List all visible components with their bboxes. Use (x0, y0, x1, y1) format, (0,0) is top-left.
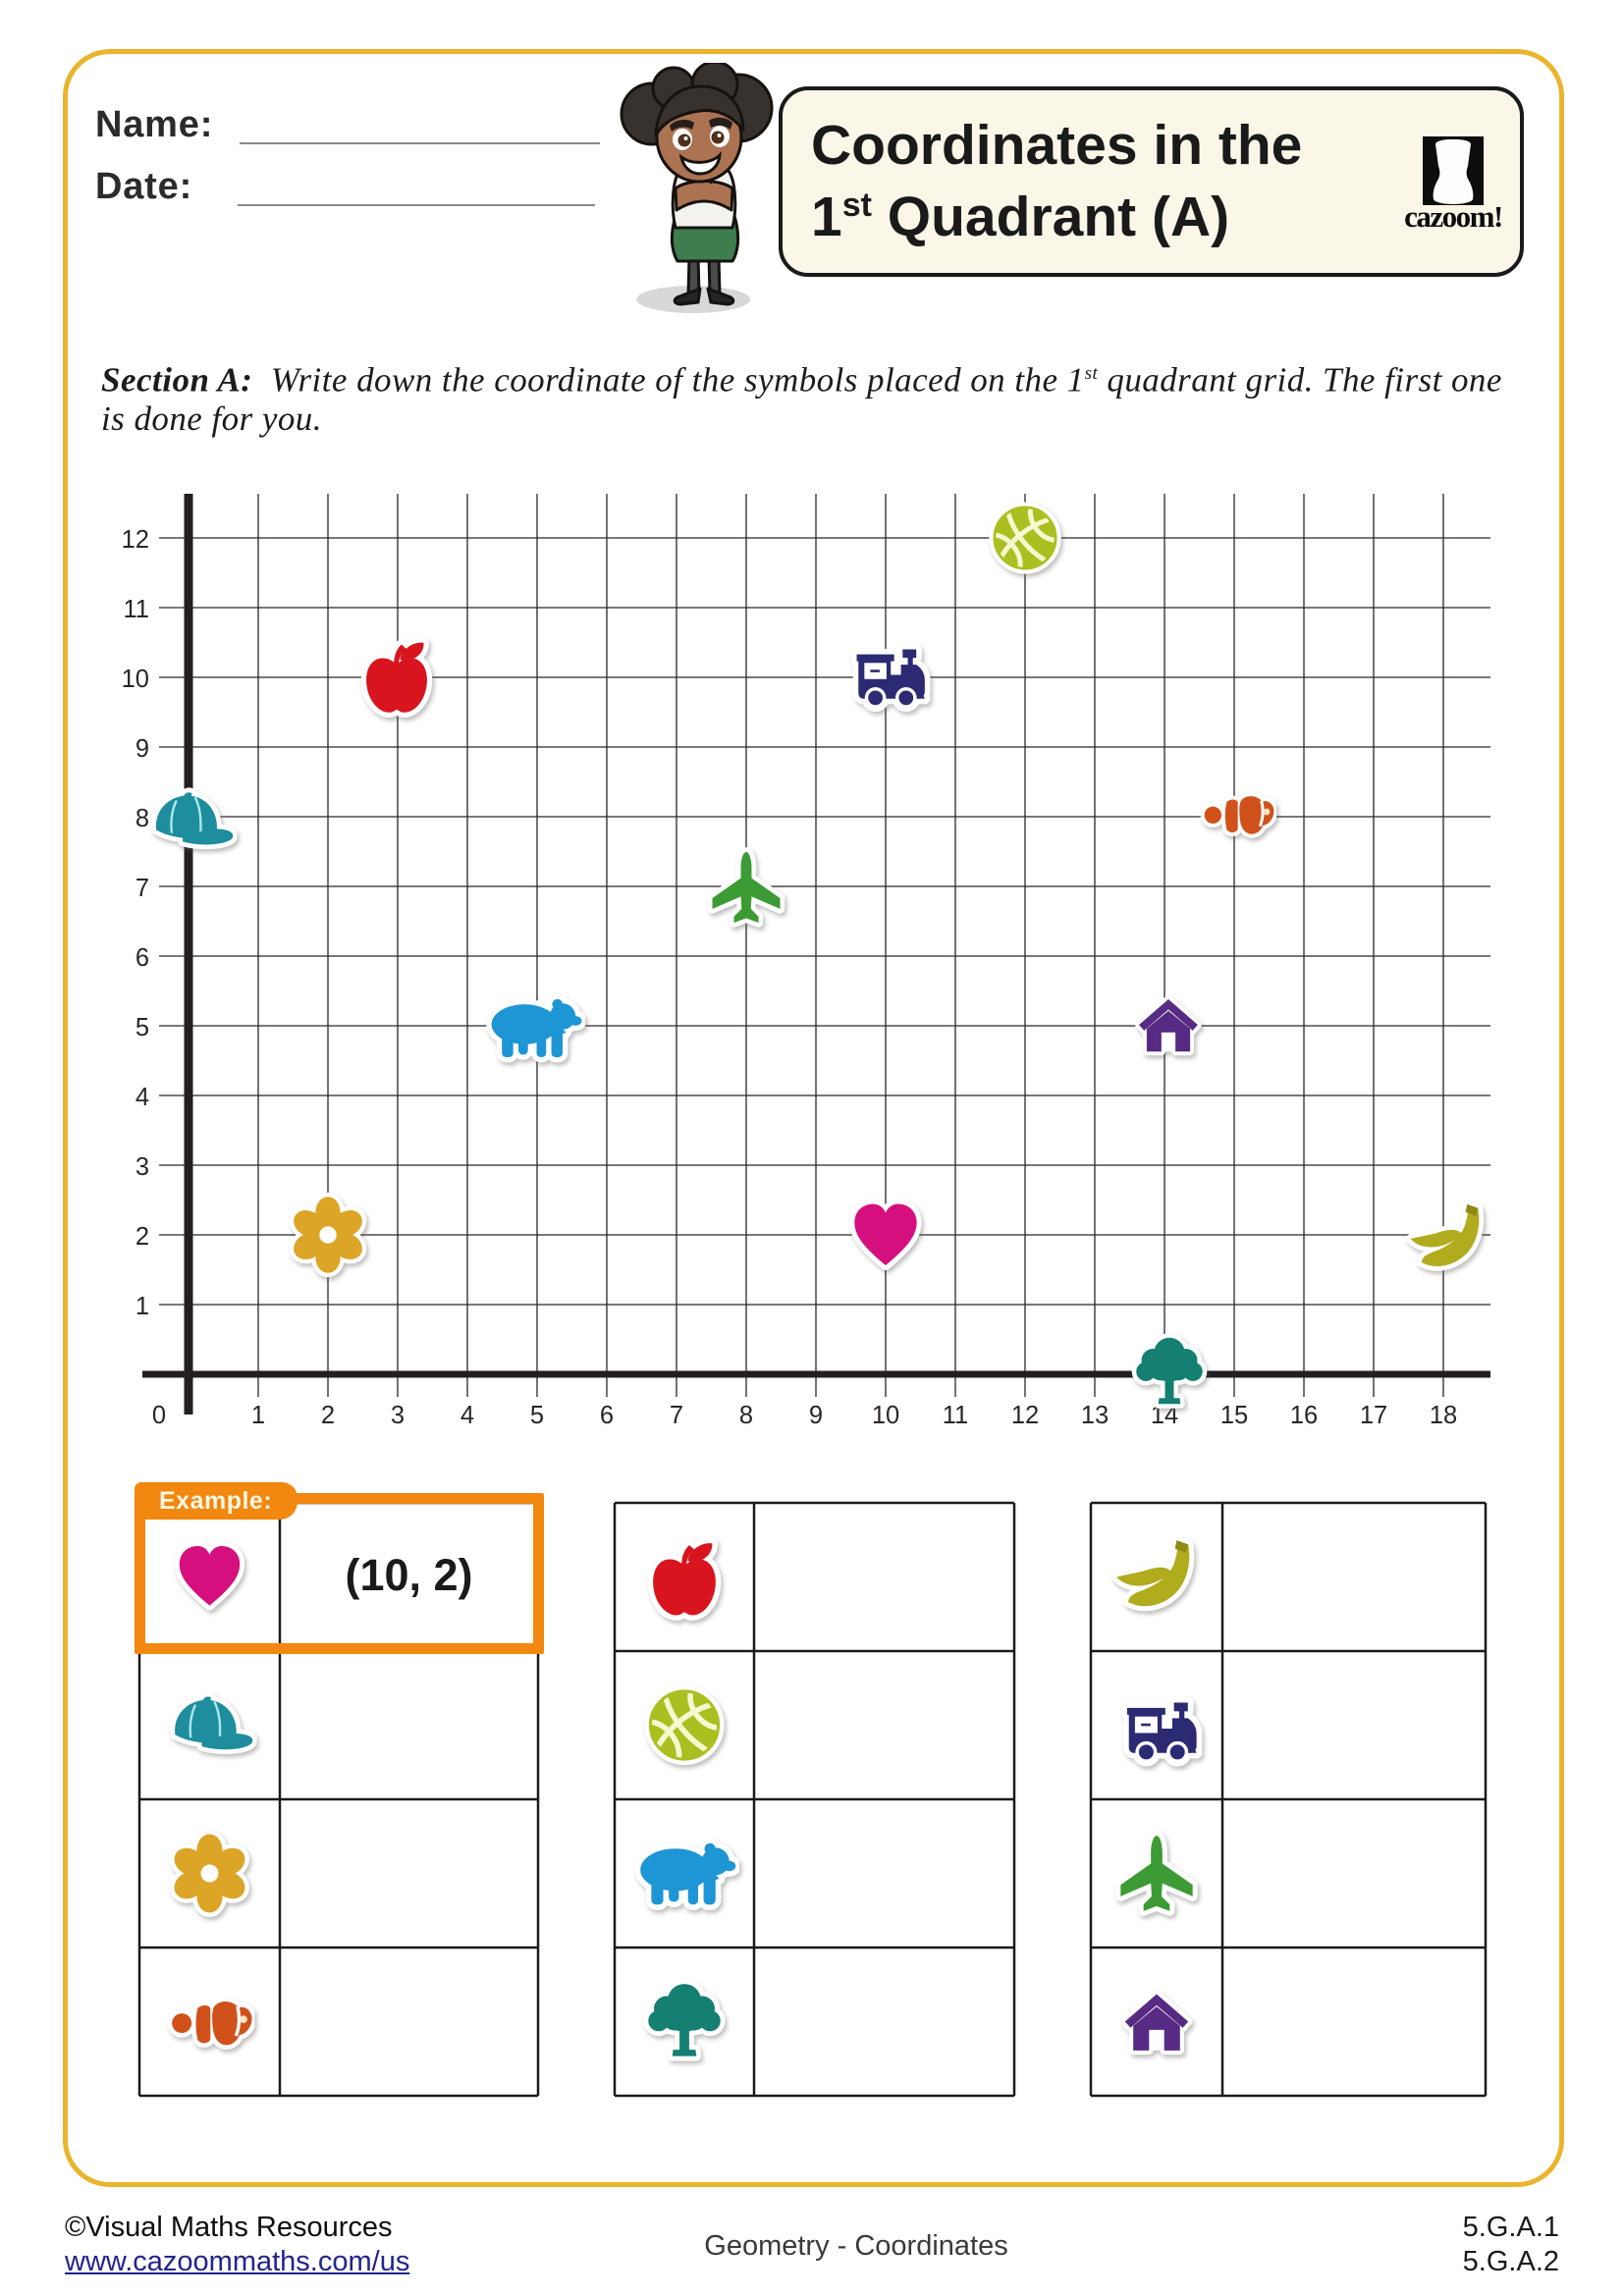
svg-text:8: 8 (739, 1402, 753, 1429)
svg-text:7: 7 (135, 875, 149, 902)
svg-text:4: 4 (135, 1084, 149, 1111)
svg-text:3: 3 (135, 1153, 149, 1181)
svg-text:10: 10 (872, 1402, 899, 1429)
svg-text:6: 6 (600, 1402, 614, 1429)
svg-text:18: 18 (1430, 1402, 1457, 1429)
svg-text:6: 6 (135, 944, 149, 972)
svg-text:11: 11 (943, 1402, 968, 1429)
svg-text:17: 17 (1360, 1402, 1387, 1429)
svg-text:5: 5 (135, 1014, 149, 1041)
svg-text:11: 11 (124, 596, 149, 623)
svg-text:12: 12 (122, 526, 149, 554)
svg-text:0: 0 (152, 1402, 166, 1429)
svg-text:7: 7 (670, 1402, 683, 1429)
svg-text:9: 9 (135, 735, 149, 763)
svg-text:1: 1 (135, 1293, 149, 1320)
svg-text:13: 13 (1081, 1402, 1109, 1429)
svg-text:4: 4 (460, 1402, 474, 1429)
svg-text:2: 2 (321, 1402, 335, 1429)
svg-text:12: 12 (1011, 1402, 1039, 1429)
svg-text:3: 3 (391, 1402, 405, 1429)
svg-text:10: 10 (122, 666, 149, 693)
svg-text:15: 15 (1220, 1402, 1248, 1429)
svg-text:2: 2 (135, 1223, 149, 1251)
svg-text:5: 5 (530, 1402, 544, 1429)
svg-text:16: 16 (1290, 1402, 1318, 1429)
svg-text:8: 8 (135, 805, 149, 832)
svg-text:1: 1 (251, 1402, 265, 1429)
svg-text:9: 9 (809, 1402, 823, 1429)
